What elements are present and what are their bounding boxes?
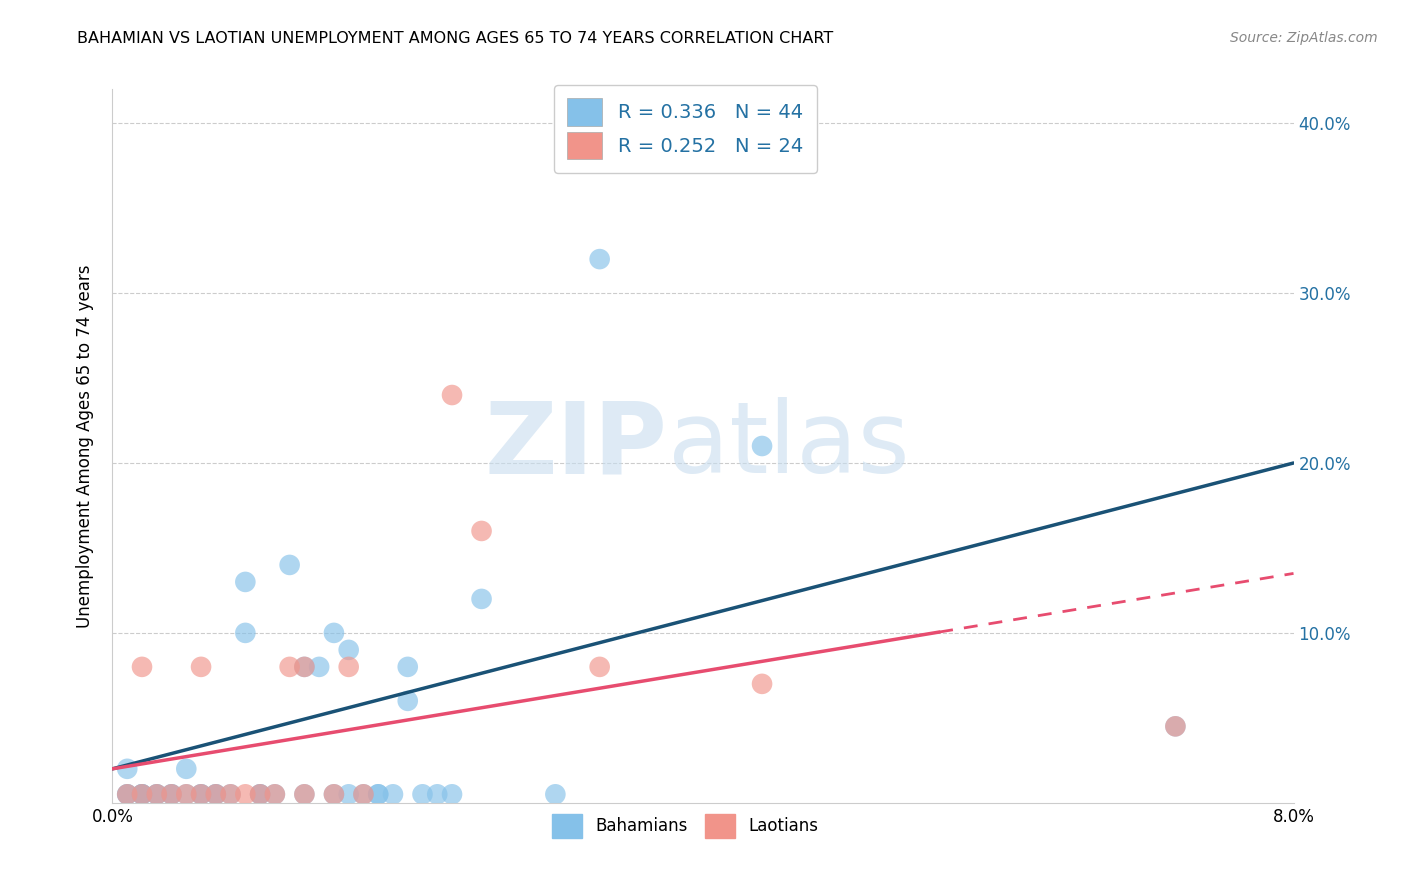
Point (292, 660, 315, 674)
Point (190, 787, 212, 801)
Point (117, 787, 138, 801)
Point (1164, 719, 1187, 733)
Point (131, 787, 153, 801)
Point (382, 787, 405, 801)
Point (131, 787, 153, 801)
Point (264, 787, 287, 801)
Point (249, 787, 271, 801)
Point (233, 787, 256, 801)
Point (117, 762, 138, 776)
Point (160, 787, 183, 801)
Point (426, 787, 449, 801)
Point (174, 787, 197, 801)
Point (131, 660, 153, 674)
Text: Source: ZipAtlas.com: Source: ZipAtlas.com (1230, 31, 1378, 45)
Text: BAHAMIAN VS LAOTIAN UNEMPLOYMENT AMONG AGES 65 TO 74 YEARS CORRELATION CHART: BAHAMIAN VS LAOTIAN UNEMPLOYMENT AMONG A… (77, 31, 834, 46)
Point (471, 524, 494, 538)
Point (292, 787, 315, 801)
Point (352, 787, 374, 801)
Point (249, 787, 271, 801)
Y-axis label: Unemployment Among Ages 65 to 74 years: Unemployment Among Ages 65 to 74 years (76, 264, 94, 628)
Point (190, 660, 212, 674)
Point (146, 787, 169, 801)
Point (146, 787, 169, 801)
Point (441, 388, 464, 402)
Point (219, 787, 242, 801)
Point (146, 787, 169, 801)
Legend: Bahamians, Laotians: Bahamians, Laotians (546, 807, 825, 845)
Text: atlas: atlas (668, 398, 910, 494)
Point (205, 787, 228, 801)
Text: ZIP: ZIP (485, 398, 668, 494)
Point (233, 574, 256, 589)
Point (205, 787, 228, 801)
Point (249, 787, 271, 801)
Point (264, 787, 287, 801)
Point (323, 787, 346, 801)
Point (174, 762, 197, 776)
Point (160, 787, 183, 801)
Point (292, 787, 315, 801)
Point (308, 660, 330, 674)
Point (396, 660, 419, 674)
Point (367, 787, 389, 801)
Point (174, 787, 197, 801)
Point (337, 787, 360, 801)
Point (367, 787, 389, 801)
Point (337, 643, 360, 657)
Point (292, 660, 315, 674)
Point (233, 626, 256, 640)
Point (117, 787, 138, 801)
Point (190, 787, 212, 801)
Point (588, 252, 610, 266)
Point (278, 660, 301, 674)
Point (751, 439, 773, 453)
Point (117, 787, 138, 801)
Point (323, 787, 346, 801)
Point (131, 787, 153, 801)
Point (160, 787, 183, 801)
Point (544, 787, 567, 801)
Point (588, 660, 610, 674)
Point (190, 787, 212, 801)
Point (441, 787, 464, 801)
Point (278, 558, 301, 572)
Point (337, 660, 360, 674)
Point (1164, 719, 1187, 733)
Point (352, 787, 374, 801)
Point (751, 677, 773, 691)
Point (205, 787, 228, 801)
Point (219, 787, 242, 801)
Point (131, 787, 153, 801)
Point (323, 626, 346, 640)
Point (396, 694, 419, 708)
Point (471, 591, 494, 606)
Point (412, 787, 434, 801)
